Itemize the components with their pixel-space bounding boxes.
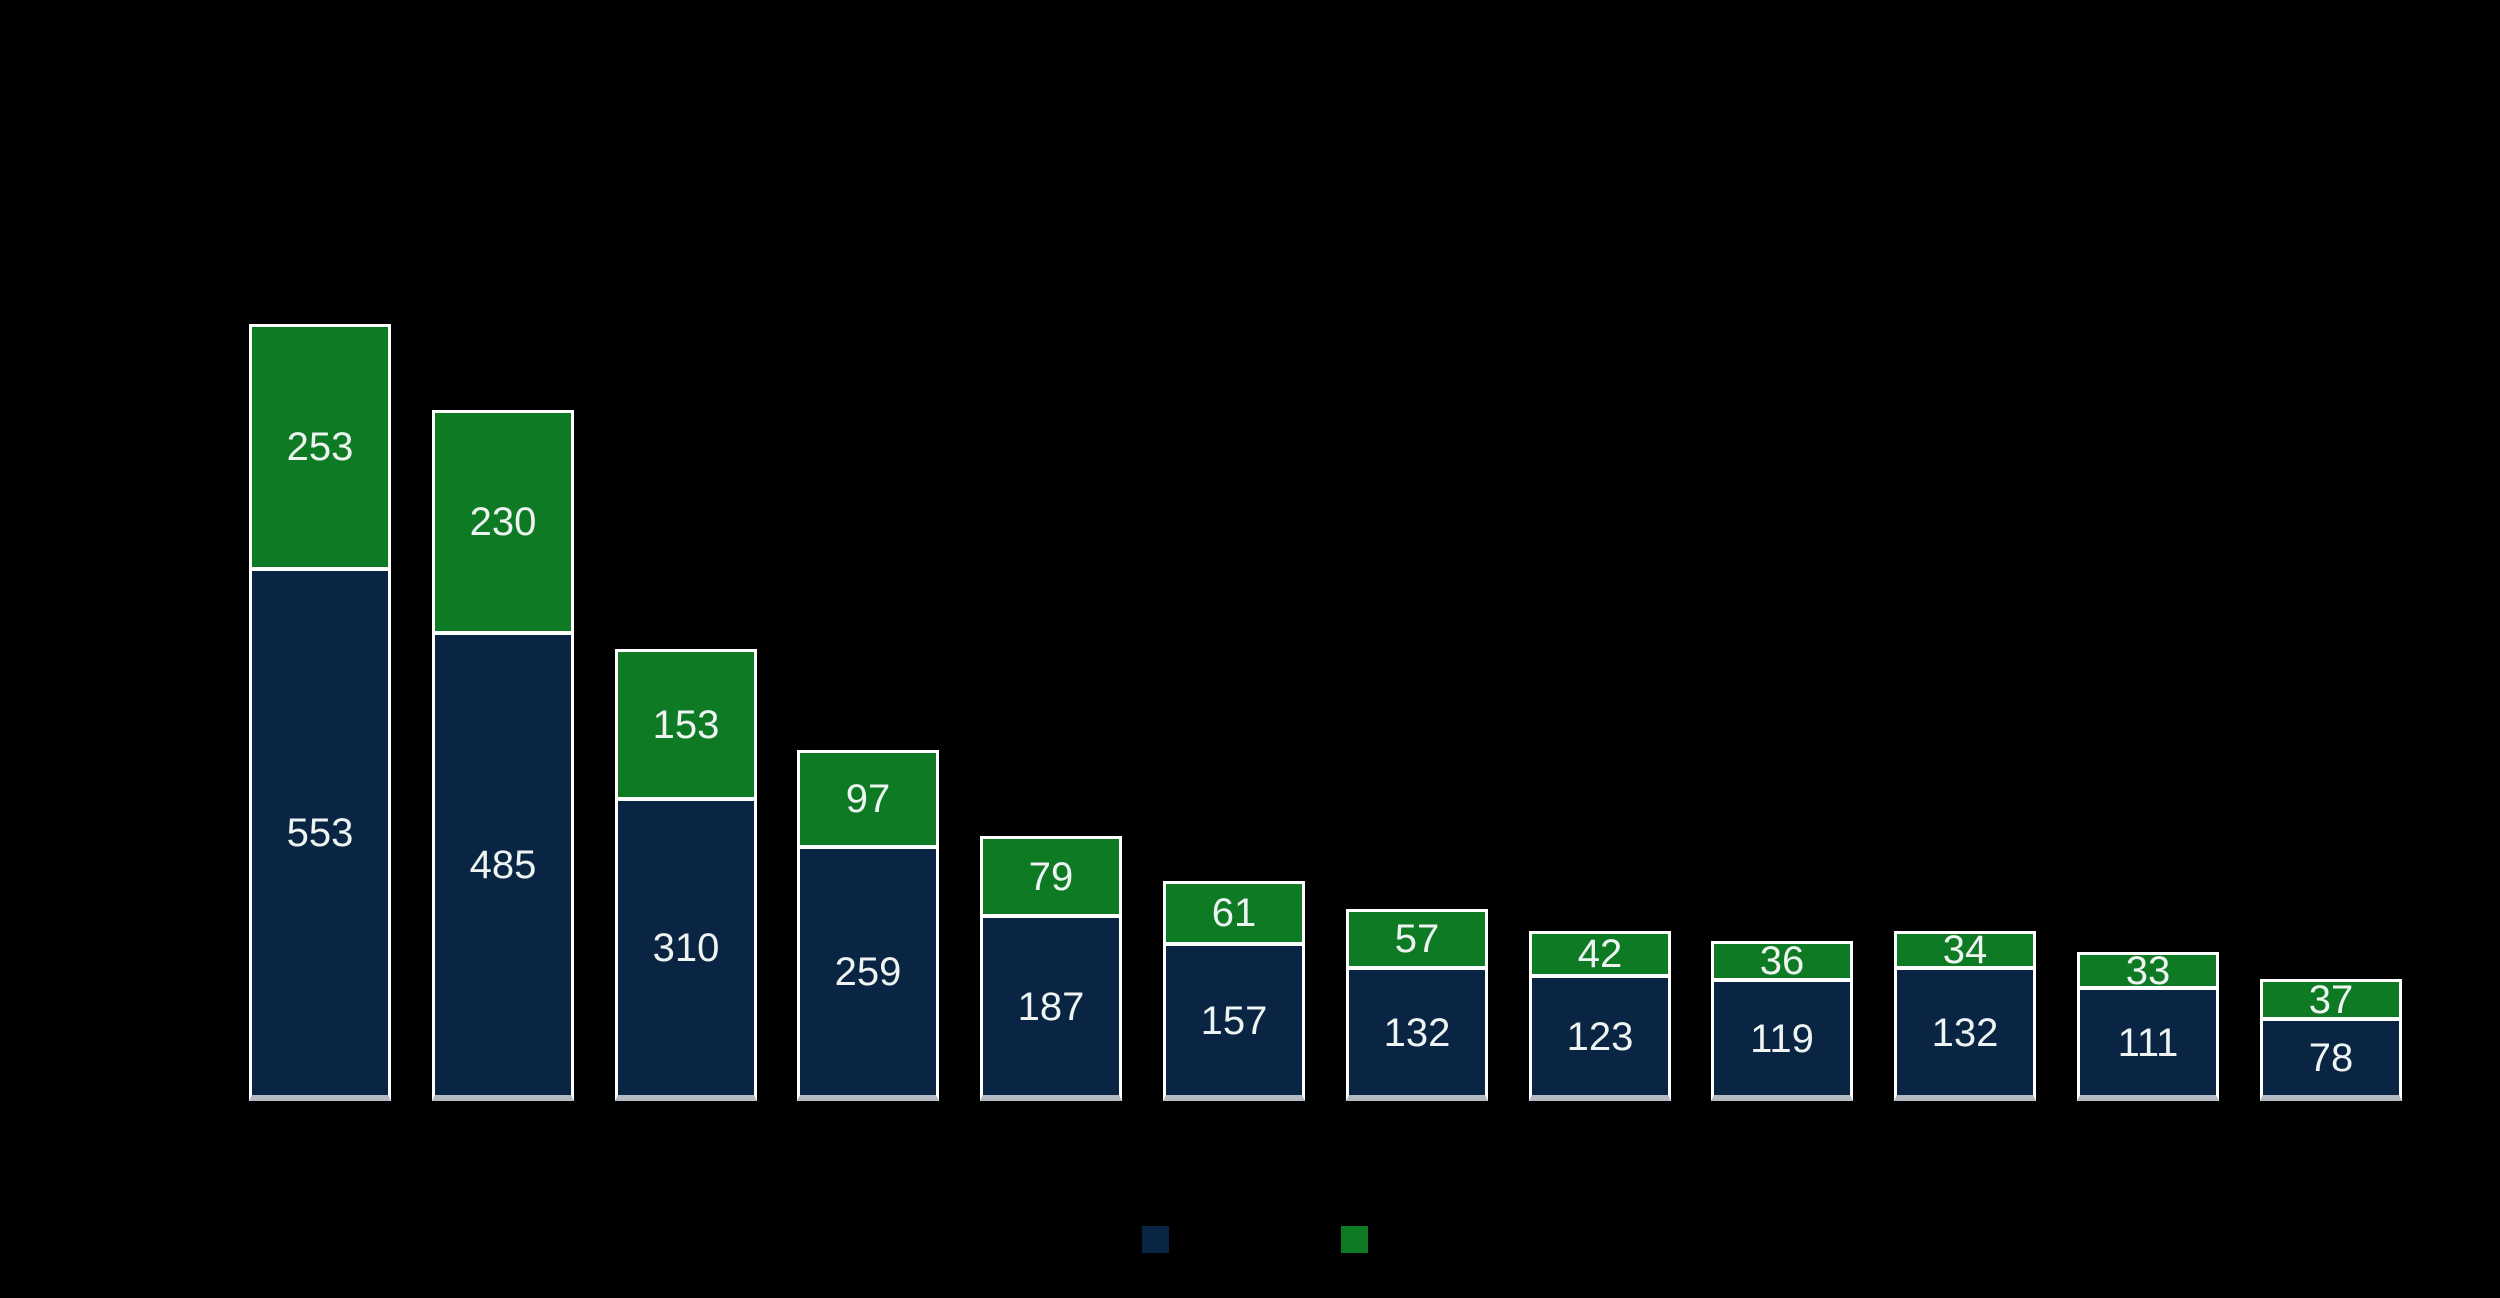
stacked-bar[interactable]: 253 553 [249,324,391,1101]
stacked-bar[interactable]: 230 485 [432,410,574,1101]
stacked-bar[interactable]: 97 259 [797,750,939,1101]
bar-segment-navy[interactable]: 123 [1532,978,1668,1095]
bar-value-label: 37 [2308,977,2354,1022]
bar-segment-navy[interactable]: 119 [1714,982,1850,1095]
stacked-bar[interactable]: 79 187 [980,836,1122,1101]
bar-segment-navy[interactable]: 78 [2263,1021,2399,1095]
bar-segment-green[interactable]: 97 [800,753,936,849]
bar-value-label: 42 [1577,932,1623,976]
bar-segment-navy[interactable]: 553 [252,571,388,1095]
bar-value-label: 33 [2125,948,2171,993]
stacked-bar[interactable]: 42 123 [1529,931,1671,1101]
stacked-bar[interactable]: 61 157 [1163,881,1305,1101]
stacked-bar[interactable]: 36 119 [1711,941,1853,1101]
bar-value-label: 61 [1211,891,1257,935]
bar-value-label: 157 [1200,998,1268,1043]
bar-value-label: 132 [1931,1010,1999,1055]
bar-value-label: 132 [1383,1010,1451,1055]
bar-segment-green[interactable]: 33 [2080,951,2216,991]
bar-segment-green[interactable]: 61 [1166,884,1302,946]
bar-segment-navy[interactable]: 132 [1897,970,2033,1095]
bar-segment-navy[interactable]: 310 [618,801,754,1095]
bar-segment-navy[interactable]: 111 [2080,990,2216,1095]
stacked-bar[interactable]: 57 132 [1346,909,1488,1101]
bar-value-label: 485 [469,843,537,887]
bar-segment-green[interactable]: 37 [2263,977,2399,1022]
bar-value-label: 119 [1750,1016,1814,1061]
bar-value-label: 259 [834,950,902,994]
bar-segment-green[interactable]: 79 [983,839,1119,918]
bar-segment-navy[interactable]: 485 [435,635,571,1095]
bar-segment-green[interactable]: 36 [1714,939,1850,983]
bar-value-label: 79 [1028,854,1074,899]
bar-value-label: 153 [652,702,720,747]
bar-value-label: 310 [652,926,720,970]
legend-swatch-green[interactable] [1341,1226,1368,1253]
bar-segment-navy[interactable]: 132 [1349,970,1485,1095]
bar-value-label: 78 [2308,1036,2354,1080]
stacked-bar[interactable]: 153 310 [615,649,757,1101]
bar-segment-green[interactable]: 34 [1897,930,2033,970]
bar-segment-green[interactable]: 42 [1532,934,1668,978]
legend-swatch-navy[interactable] [1142,1226,1169,1253]
bar-value-label: 123 [1566,1014,1634,1059]
bar-segment-navy[interactable]: 157 [1166,946,1302,1095]
bar-value-label: 553 [286,811,354,855]
bar-segment-green[interactable]: 253 [252,327,388,571]
bar-segment-green[interactable]: 230 [435,413,571,635]
bar-value-label: 36 [1759,939,1805,983]
bar-value-label: 230 [469,500,537,544]
bar-segment-green[interactable]: 57 [1349,912,1485,970]
bar-segment-navy[interactable]: 259 [800,849,936,1095]
bar-value-label: 34 [1942,928,1988,972]
bar-value-label: 97 [845,777,891,821]
bar-segment-navy[interactable]: 187 [983,918,1119,1095]
bar-value-label: 57 [1394,917,1440,961]
stacked-bar[interactable]: 34 132 [1894,930,2036,1101]
bar-value-label: 253 [286,425,354,469]
stacked-bar[interactable]: 37 78 [2260,979,2402,1101]
bar-segment-green[interactable]: 153 [618,652,754,801]
bar-value-label: 187 [1017,984,1085,1029]
bar-value-label: 111 [2117,1020,2179,1065]
stacked-bar[interactable]: 33 111 [2077,951,2219,1101]
